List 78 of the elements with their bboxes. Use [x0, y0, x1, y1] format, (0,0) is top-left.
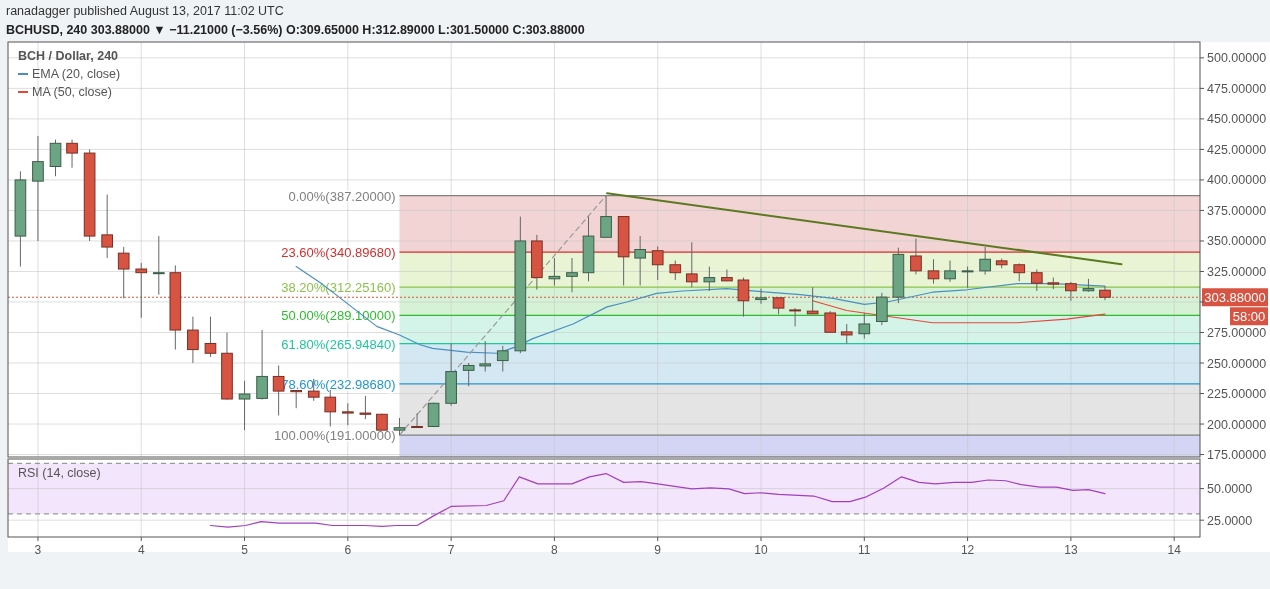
candlestick [101, 194, 113, 259]
candlestick [204, 316, 217, 358]
ref-line-label: 100.00%(191.00000) [274, 428, 396, 444]
y-tick-label: 225.00000 [1207, 387, 1267, 402]
candlestick [187, 316, 199, 364]
x-tick-label: 10 [754, 543, 768, 557]
candlestick [927, 258, 940, 285]
candlestick [49, 139, 62, 177]
legend-label: MA (50, close) [32, 85, 112, 99]
candlestick [840, 323, 853, 344]
x-tick-label: 12 [960, 543, 975, 557]
y-tick-label: 400.00000 [1207, 173, 1267, 188]
candlestick [1030, 269, 1043, 292]
y-tick-label: 350.00000 [1207, 234, 1267, 249]
y-tick-label: 25.0000 [1207, 513, 1253, 528]
candlestick [342, 402, 354, 426]
y-tick-label: 250.00000 [1207, 356, 1267, 371]
text: 58:00 [1232, 309, 1266, 325]
ref-line-label: 303.88000 [1204, 290, 1266, 306]
line-series [812, 300, 1106, 324]
candlestick [548, 257, 561, 287]
chart-subtitle: BCHUSD, 240 303.88000 ▼ −11.21000 (−3.56%) O:309.65000 H:312.89000 L:301.50000 C:303.88000 [6, 23, 585, 37]
y-tick-label: 475.00000 [1207, 81, 1267, 96]
candlestick [462, 362, 475, 387]
x-tick-label: 9 [654, 543, 662, 557]
candlestick [359, 395, 372, 420]
candlestick [961, 266, 974, 289]
candlestick [910, 238, 922, 275]
candlestick [979, 246, 991, 276]
candlestick [944, 259, 956, 283]
candlestick [600, 195, 612, 238]
y-tick-label: 425.00000 [1207, 142, 1267, 157]
candlestick [256, 329, 268, 401]
candlestick [755, 288, 767, 305]
ref-line-label: 0.00%(387.20000) [288, 188, 396, 204]
x-tick-label: 13 [1064, 543, 1078, 557]
x-tick-label: 7 [447, 543, 455, 557]
candlestick [66, 139, 78, 169]
candlestick [703, 266, 716, 292]
legend-label: EMA (20, close) [32, 67, 121, 81]
candlestick [479, 340, 492, 373]
y-tick-label: 375.00000 [1207, 203, 1267, 218]
candlestick [496, 345, 509, 373]
y-tick-label: 275.00000 [1207, 326, 1267, 340]
x-tick-label: 5 [241, 543, 249, 557]
text: ranadagger published August 13, 2017 11:02 UTC [6, 4, 284, 18]
x-tick-label: 4 [137, 543, 145, 557]
candlestick [789, 307, 801, 327]
candlestick [411, 413, 423, 429]
x-tick-label: 14 [1167, 543, 1182, 557]
y-tick-label: 175.00000 [1207, 448, 1267, 463]
x-tick-label: 3 [34, 543, 42, 557]
ref-line-label: 61.80%(265.94840) [281, 336, 396, 352]
y-tick-label: 500.00000 [1207, 51, 1267, 66]
y-tick-label: 325.00000 [1207, 264, 1267, 279]
candlestick [685, 241, 698, 288]
candlestick [634, 235, 646, 287]
x-tick-label: 6 [344, 543, 352, 557]
candlestick [566, 257, 578, 293]
y-tick-label: 450.00000 [1207, 112, 1267, 127]
candlestick [272, 364, 285, 416]
candlestick [238, 380, 251, 431]
candlestick [824, 310, 837, 333]
x-tick-label: 8 [551, 543, 559, 557]
x-tick-label: 11 [858, 543, 871, 557]
ref-line-label: 78.60%(232.98680) [281, 376, 396, 392]
ref-line-label: 23.60%(340.89680) [281, 245, 396, 261]
candlestick [32, 135, 44, 242]
candlestick [721, 269, 733, 282]
y-tick-label: 50.0000 [1207, 482, 1253, 497]
candlestick [858, 312, 871, 340]
y-tick-label: 200.00000 [1207, 417, 1267, 432]
candlestick [152, 235, 165, 296]
line-series [209, 472, 1106, 528]
text: RSI (14, close) [18, 466, 101, 480]
candlestick [651, 245, 664, 281]
text: BCH / Dollar, 240 [18, 49, 119, 63]
candlestick [669, 259, 682, 281]
